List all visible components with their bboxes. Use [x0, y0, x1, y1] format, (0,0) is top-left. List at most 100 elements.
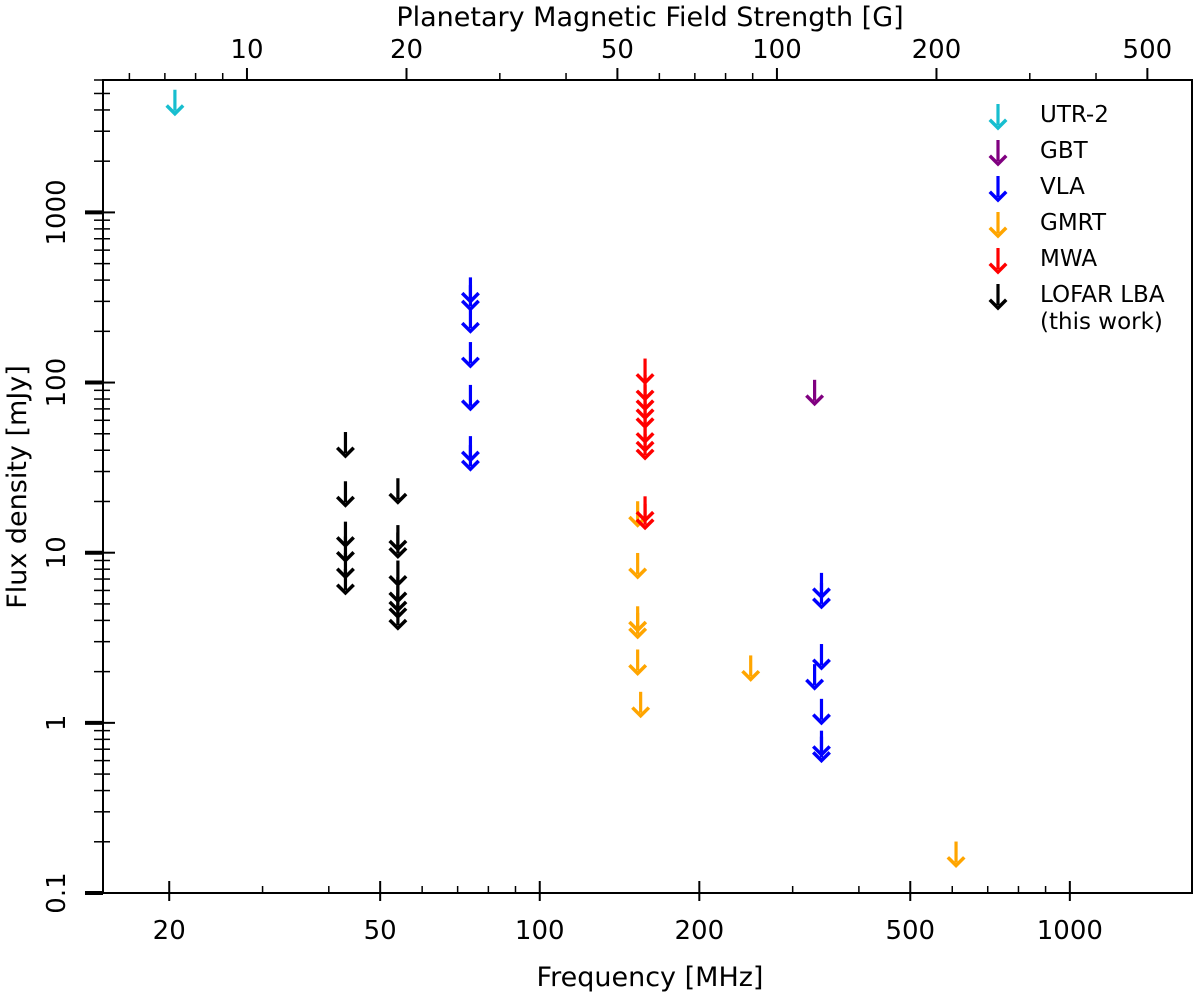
arrow-head: [335, 583, 355, 596]
point-vla: [812, 644, 831, 671]
legend-label: (this work): [1040, 309, 1163, 335]
data-marks: [165, 89, 966, 869]
point-utr-2: [165, 89, 185, 117]
x-tick-label: 50: [364, 916, 397, 946]
point-lofar-lba: [388, 532, 408, 559]
point-vla: [812, 736, 831, 764]
point-gmrt: [631, 691, 651, 719]
legend-label: UTR-2: [1040, 102, 1109, 128]
legend-marker-gmrt: [988, 212, 1008, 239]
legend: UTR-2 GBT VLA GMRT MWA LOFAR LBA(this work): [988, 102, 1165, 335]
point-mwa: [635, 503, 655, 531]
legend-entry-vla: VLA: [988, 174, 1085, 203]
point-mwa: [635, 434, 655, 461]
y-tick-label: 0.1: [42, 872, 72, 913]
arrow-head: [988, 226, 1008, 239]
y-tick-label: 100: [42, 358, 72, 408]
x-tick-label: 1000: [1037, 916, 1103, 946]
arrow-head: [812, 597, 831, 610]
arrow-head: [812, 713, 831, 726]
y-tick-label: 10: [42, 536, 72, 569]
point-vla: [460, 342, 480, 369]
legend-marker-gbt: [988, 140, 1008, 167]
arrow-head: [805, 394, 825, 407]
point-lofar-lba: [335, 432, 355, 459]
x-tick-label: 20: [153, 916, 186, 946]
legend-entry-lofar-lba: LOFAR LBA(this work): [988, 282, 1165, 335]
legend-marker-mwa: [988, 248, 1008, 275]
x-tick-label: 200: [675, 916, 725, 946]
legend-marker-vla: [988, 176, 1008, 203]
legend-entry-utr-2: UTR-2: [988, 102, 1109, 131]
arrow-head: [946, 856, 966, 869]
point-gmrt: [628, 649, 648, 676]
legend-label: GBT: [1040, 138, 1089, 164]
point-vla: [805, 664, 825, 691]
axes: 20 50 100 200 500 1000 0.1 1 10 100 1000 10 20 50 100 2…: [42, 35, 1193, 946]
arrow-head: [805, 678, 825, 691]
y-axis-title: Flux density [mJy]: [2, 365, 33, 609]
y-tick-label: 1: [42, 715, 72, 732]
y-tick-label: 1000: [42, 179, 72, 245]
point-vla: [460, 445, 480, 472]
top-tick-label: 50: [601, 35, 634, 65]
plot-frame: [102, 79, 1193, 894]
arrow-head: [165, 104, 185, 117]
arrow-head: [460, 399, 480, 412]
point-gmrt: [741, 655, 761, 682]
x-tick-label: 100: [515, 916, 565, 946]
arrow-head: [988, 190, 1008, 203]
legend-marker-lofar-lba: [988, 284, 1008, 311]
legend-label: LOFAR LBA: [1040, 282, 1165, 308]
top-tick-label: 500: [1123, 35, 1173, 65]
arrow-head: [988, 298, 1008, 311]
arrow-head: [812, 751, 831, 764]
arrow-head: [388, 618, 408, 631]
point-lofar-lba: [388, 604, 408, 631]
point-vla: [460, 384, 480, 412]
series-gbt: [805, 379, 825, 407]
point-lofar-lba: [335, 481, 355, 508]
arrow-head: [635, 448, 655, 461]
point-gmrt: [946, 841, 966, 869]
arrow-head: [388, 547, 408, 559]
top-tick-label: 10: [230, 35, 263, 65]
arrow-head: [741, 669, 761, 682]
arrow-head: [812, 658, 831, 671]
legend-marker-utr-2: [988, 104, 1008, 131]
arrow-head: [988, 262, 1008, 275]
arrow-head: [631, 706, 651, 719]
arrow-head: [988, 118, 1008, 131]
arrow-head: [460, 356, 480, 369]
x-axis-title: Frequency [MHz]: [537, 962, 764, 993]
series-utr-2: [165, 89, 185, 117]
point-lofar-lba: [335, 568, 355, 596]
arrow-head: [388, 492, 408, 505]
arrow-head: [628, 567, 648, 580]
legend-entry-mwa: MWA: [988, 246, 1097, 275]
point-lofar-lba: [388, 478, 408, 505]
series-vla: [460, 277, 831, 764]
legend-label: MWA: [1040, 246, 1097, 272]
arrow-head: [628, 664, 648, 676]
point-gmrt: [628, 552, 648, 580]
top-tick-label: 100: [752, 35, 802, 65]
top-axis-title: Planetary Magnetic Field Strength [G]: [396, 2, 903, 33]
legend-entry-gmrt: GMRT: [988, 210, 1107, 239]
arrow-head: [460, 459, 480, 472]
x-tick-label: 500: [885, 916, 935, 946]
arrow-head: [628, 515, 648, 528]
series-lofar-lba: [335, 432, 408, 631]
legend-label: GMRT: [1040, 210, 1107, 236]
point-gmrt: [628, 612, 648, 640]
legend-label: VLA: [1040, 174, 1085, 200]
series-mwa: [635, 358, 655, 531]
top-tick-label: 200: [912, 35, 962, 65]
legend-entry-gbt: GBT: [988, 138, 1089, 167]
arrow-head: [335, 446, 355, 459]
series-gmrt: [628, 501, 966, 869]
arrow-head: [335, 495, 355, 508]
arrow-head: [460, 321, 480, 334]
arrow-head: [988, 154, 1008, 167]
